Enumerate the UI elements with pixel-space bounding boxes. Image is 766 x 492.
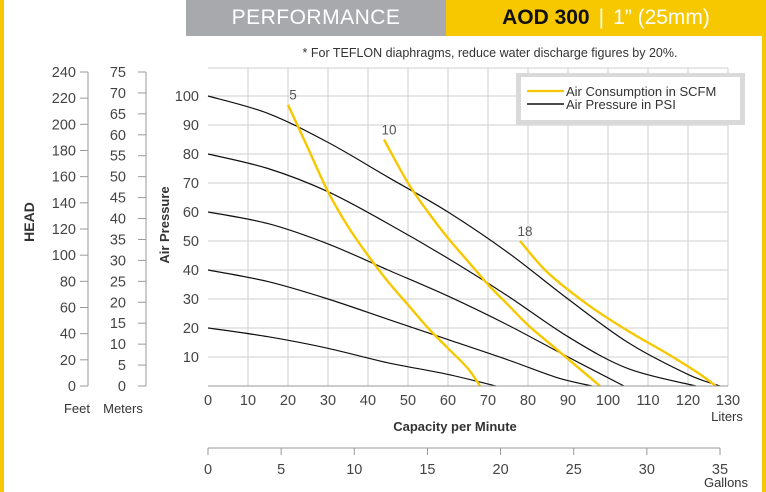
y-tick-label: 60 (183, 205, 199, 221)
x-tick-label: 50 (400, 393, 416, 409)
gallons-tick-label: 15 (419, 462, 435, 478)
x-axis-title: Capacity per Minute (393, 419, 517, 434)
y-tick-label: 40 (183, 263, 199, 279)
model-name: AOD 300 (502, 6, 590, 29)
legend: Air Consumption in SCFM Air Pressure in … (516, 73, 745, 125)
feet-tick-label: 140 (52, 196, 76, 212)
pressure-curve (207, 95, 721, 387)
y-tick-label: 20 (183, 321, 199, 337)
feet-tick-label: 180 (52, 144, 76, 160)
meters-tick-label: 35 (110, 232, 126, 248)
x-tick-label: 90 (560, 393, 576, 409)
meters-unit: Meters (103, 401, 143, 416)
x-tick-label: 0 (204, 393, 212, 409)
meters-tick-label: 20 (110, 295, 126, 311)
x-tick-label: 120 (676, 393, 700, 409)
gallons-tick-label: 20 (493, 462, 509, 478)
feet-tick-label: 80 (60, 274, 76, 290)
gallons-tick-label: 10 (346, 462, 362, 478)
y-tick-label: 50 (183, 234, 199, 250)
feet-tick-label: 200 (52, 117, 76, 133)
meters-tick-label: 0 (118, 379, 126, 395)
x-tick-label: 100 (596, 393, 620, 409)
meters-tick-label: 75 (110, 65, 126, 81)
feet-tick-label: 60 (60, 301, 76, 317)
y-tick-label: 90 (183, 118, 199, 134)
pressure-curve (207, 327, 497, 387)
left-accent-bar (0, 0, 4, 492)
legend-box (521, 77, 740, 120)
header-separator: | (598, 6, 605, 29)
grid (208, 67, 729, 386)
meters-tick-label: 45 (110, 191, 126, 207)
feet-tick-label: 20 (60, 353, 76, 369)
meters-tick-label: 70 (110, 86, 126, 102)
gallons-tick-label: 0 (204, 462, 212, 478)
x-tick-label: 130 (716, 393, 740, 409)
liters-unit: Liters (711, 409, 743, 424)
meters-tick-label: 30 (110, 253, 126, 269)
feet-tick-label: 0 (68, 379, 76, 395)
air-consumption-curve (382, 138, 601, 387)
curve-labels: 5 10 18 (289, 88, 532, 239)
meters-tick-label: 65 (110, 107, 126, 123)
y-tick-label: 80 (183, 147, 199, 163)
x-tick-label: 80 (520, 393, 536, 409)
x-tick-label: 40 (360, 393, 376, 409)
feet-tick-label: 160 (52, 170, 76, 186)
air-curve-label: 10 (381, 123, 396, 138)
y-tick-label: 70 (183, 176, 199, 192)
meters-tick-label: 15 (110, 316, 126, 332)
meters-tick-label: 40 (110, 212, 126, 228)
y-tick-label: 30 (183, 292, 199, 308)
air-curve-label: 18 (517, 224, 532, 239)
right-accent-bar (762, 0, 766, 492)
gallons-tick-label: 5 (277, 462, 285, 478)
section-title: PERFORMANCE (231, 6, 401, 29)
curves (207, 95, 721, 387)
x-tick-label: 20 (280, 393, 296, 409)
gallons-tick-label: 35 (712, 462, 728, 478)
x-tick-label: 70 (480, 393, 496, 409)
gallons-tick-label: 30 (639, 462, 655, 478)
feet-tick-label: 220 (52, 91, 76, 107)
section-header: PERFORMANCE (186, 0, 446, 36)
feet-tick-label: 40 (60, 327, 76, 343)
x-tick-label: 110 (636, 393, 659, 409)
meters-tick-label: 10 (110, 337, 126, 353)
legend-pressure-label: Air Pressure in PSI (566, 97, 676, 112)
meters-tick-label: 5 (118, 358, 126, 374)
feet-tick-label: 240 (52, 65, 76, 81)
model-header: AOD 300 | 1” (25mm) (446, 0, 766, 36)
air-curve-label: 5 (289, 88, 297, 103)
pressure-curve (207, 153, 697, 387)
meters-tick-label: 50 (110, 170, 126, 186)
feet-tick-label: 100 (52, 248, 76, 264)
head-title: HEAD (21, 202, 37, 242)
meters-tick-label: 60 (110, 128, 126, 144)
feet-unit: Feet (64, 401, 90, 416)
gallons-unit: Gallons (704, 475, 749, 490)
axes: 0 10 20 30 40 50 60 70 80 90 100 110 120 130102030405… (52, 65, 740, 478)
pressure-curve (207, 269, 593, 387)
y-tick-label: 100 (175, 89, 199, 105)
y-tick-label: 10 (183, 350, 199, 366)
x-tick-label: 60 (440, 393, 456, 409)
meters-tick-label: 25 (110, 274, 126, 290)
legend-air-label: Air Consumption in SCFM (566, 84, 716, 99)
model-size: 1” (25mm) (613, 6, 710, 29)
teflon-note: * For TEFLON diaphragms, reduce water di… (303, 46, 678, 60)
meters-tick-label: 55 (110, 149, 126, 165)
air-consumption-curve (519, 240, 717, 387)
air-consumption-curve (286, 104, 481, 387)
feet-tick-label: 120 (52, 222, 76, 238)
x-tick-label: 10 (240, 393, 256, 409)
gallons-tick-label: 25 (566, 462, 582, 478)
x-tick-label: 30 (320, 393, 336, 409)
y-axis-title: Air Pressure (157, 186, 172, 263)
